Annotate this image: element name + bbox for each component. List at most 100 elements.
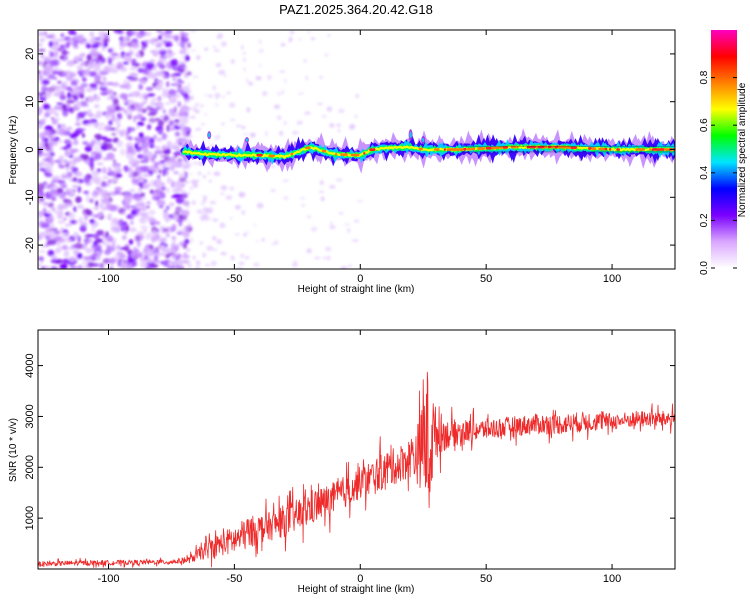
noise-speckle: [158, 169, 163, 174]
noise-speckle: [82, 69, 91, 77]
noise-speckle: [68, 133, 76, 138]
noise-speckle: [270, 242, 278, 245]
noise-speckle: [62, 258, 71, 265]
noise-speckle: [61, 184, 68, 189]
noise-speckle: [51, 133, 56, 140]
noise-speckle: [163, 116, 170, 120]
noise-speckle: [183, 252, 188, 256]
noise-speckle: [61, 175, 68, 179]
noise-speckle: [159, 104, 164, 111]
noise-speckle: [38, 256, 45, 261]
noise-speckle: [162, 228, 169, 233]
noise-speckle: [244, 255, 250, 260]
noise-speckle: [89, 199, 94, 203]
noise-speckle: [212, 218, 219, 223]
noise-speckle: [75, 250, 80, 254]
noise-speckle: [38, 60, 43, 66]
noise-speckle: [189, 115, 196, 119]
noise-speckle: [57, 204, 64, 211]
noise-speckle: [173, 152, 179, 159]
noise-speckle: [81, 76, 87, 83]
noise-speckle: [243, 232, 247, 237]
noise-speckle: [143, 179, 148, 184]
noise-speckle: [189, 186, 194, 191]
noise-speckle: [143, 156, 150, 164]
noise-speckle: [127, 103, 131, 110]
noise-speckle: [136, 240, 141, 248]
noise-speckle: [149, 59, 156, 63]
noise-speckle: [63, 250, 70, 258]
noise-speckle: [38, 215, 44, 219]
noise-speckle: [190, 179, 198, 184]
noise-speckle: [147, 112, 157, 117]
noise-speckle: [346, 227, 351, 234]
noise-speckle: [89, 87, 98, 91]
noise-speckle: [187, 222, 192, 228]
colorbar-tick-label: 0.2: [699, 213, 710, 227]
band-peak: [467, 147, 472, 151]
noise-speckle: [70, 148, 79, 153]
band-peak: [531, 145, 536, 149]
noise-speckle: [108, 204, 118, 212]
noise-speckle: [50, 37, 60, 43]
noise-speckle: [141, 196, 147, 200]
noise-speckle: [109, 265, 114, 269]
noise-speckle: [140, 204, 148, 212]
noise-speckle: [92, 122, 97, 127]
noise-speckle: [59, 44, 65, 49]
band-peak: [639, 148, 645, 151]
noise-speckle: [187, 89, 192, 94]
noise-speckle: [67, 147, 72, 151]
noise-speckle: [145, 62, 155, 70]
dominant-frequency-band: [179, 128, 675, 174]
noise-speckle: [202, 174, 206, 179]
noise-speckle: [155, 228, 160, 233]
noise-speckle: [182, 104, 186, 110]
noise-speckle: [70, 72, 77, 78]
noise-speckle: [172, 239, 177, 243]
noise-speckle: [219, 222, 226, 229]
noise-speckle: [259, 39, 262, 45]
noise-speckle: [134, 32, 143, 35]
noise-speckle: [173, 171, 179, 175]
noise-speckle: [76, 38, 83, 41]
noise-speckle: [123, 99, 128, 103]
noise-speckle: [196, 260, 201, 266]
noise-speckle: [199, 240, 203, 246]
noise-speckle: [133, 246, 137, 253]
colorbar-tick-label: 0.6: [699, 118, 710, 132]
colorbar: 0.0 0.2 0.4 0.6 0.8 Normalized spectral ampl…: [699, 30, 748, 275]
noise-speckle: [229, 186, 235, 191]
noise-speckle: [119, 45, 124, 51]
noise-speckle: [186, 203, 190, 209]
noise-speckle: [111, 147, 117, 152]
noise-speckle: [169, 144, 174, 148]
noise-speckle: [195, 127, 202, 132]
noise-speckle: [184, 74, 189, 77]
noise-speckle: [154, 150, 164, 155]
noise-speckle: [46, 156, 54, 164]
noise-speckle: [52, 210, 60, 213]
noise-speckle: [46, 183, 56, 188]
noise-speckle: [96, 162, 104, 166]
band-peak: [499, 146, 503, 149]
noise-speckle: [136, 154, 145, 159]
noise-speckle: [89, 50, 97, 57]
noise-speckle: [136, 201, 141, 205]
noise-speckle: [164, 102, 171, 105]
noise-speckle: [129, 72, 138, 78]
noise-speckle: [330, 221, 333, 225]
noise-speckle: [157, 119, 165, 127]
noise-speckle: [156, 236, 164, 243]
noise-speckle: [130, 128, 135, 132]
noise-speckle: [130, 220, 134, 226]
noise-speckle: [337, 128, 341, 133]
noise-speckle: [41, 37, 47, 42]
noise-speckle: [169, 156, 176, 164]
noise-speckle: [164, 30, 173, 34]
noise-speckle: [173, 105, 177, 113]
noise-speckle: [89, 238, 93, 244]
noise-speckle: [102, 258, 112, 264]
noise-speckle: [156, 199, 166, 207]
